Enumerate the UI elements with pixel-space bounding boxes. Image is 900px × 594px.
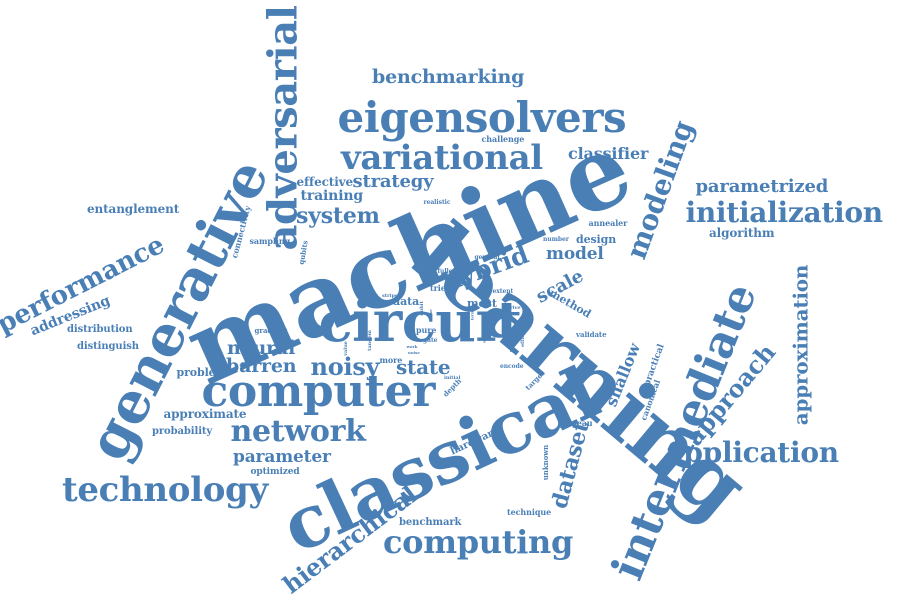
word-variational: variational xyxy=(341,138,543,178)
word-tandem: tandem xyxy=(366,329,373,351)
word-noisy: noisy xyxy=(310,352,380,381)
word-unknown: unknown xyxy=(540,444,550,480)
word-initial: initial xyxy=(444,374,461,381)
word-use: use xyxy=(427,309,433,317)
word-computer: computer xyxy=(201,366,436,417)
word-gate: gate xyxy=(423,337,438,344)
word-number: number xyxy=(543,236,569,243)
word-challenge: challenge xyxy=(481,134,525,144)
word-work: work xyxy=(406,344,418,349)
word-eigensolvers: eigensolvers xyxy=(337,93,627,142)
word-model: model xyxy=(546,243,604,264)
word-general: general xyxy=(474,254,500,261)
word-training: training xyxy=(300,188,364,204)
word-design: design xyxy=(576,232,617,246)
word-probability: probability xyxy=(152,426,213,437)
word-problem: problem xyxy=(176,365,228,379)
word-technology: technology xyxy=(62,470,268,510)
word-extent: extent xyxy=(492,288,514,295)
word-distinguish: distinguish xyxy=(77,341,139,352)
word-effective: effective xyxy=(296,175,354,189)
word-parameter: parameter xyxy=(233,446,331,467)
word-sampling: sampling xyxy=(249,236,291,246)
word-distribution: distribution xyxy=(67,324,133,335)
word-neural: neural xyxy=(227,336,296,359)
word-validate: validate xyxy=(576,329,607,339)
word-realistic: realistic xyxy=(423,199,451,206)
word-plateau: plateau xyxy=(559,418,593,428)
word-entanglement: entanglement xyxy=(87,202,180,216)
word-computing: computing xyxy=(383,523,574,561)
word-circuit: circuit xyxy=(318,289,522,355)
word-terms: terms xyxy=(468,307,474,321)
word-strategy: strategy xyxy=(352,171,434,192)
word-algorithm: algorithm xyxy=(709,226,775,240)
word-efficient: efficient xyxy=(519,323,526,347)
word-initialization: initialization xyxy=(685,196,884,229)
word-several: several xyxy=(508,332,515,352)
word-fullest: fullest xyxy=(437,268,459,275)
word-derive: derive xyxy=(503,304,521,311)
word-optimized: optimized xyxy=(250,466,300,477)
word-benchmarking: benchmarking xyxy=(372,65,525,88)
word-qubit: qubit xyxy=(418,300,425,316)
word-application: application xyxy=(665,436,840,469)
word-system: system xyxy=(296,203,380,229)
word-value: value xyxy=(342,340,349,356)
word-barren: barren xyxy=(226,354,297,377)
word-approximate: approximate xyxy=(163,407,247,421)
word-parametrized: parametrized xyxy=(695,176,829,197)
word-state: state xyxy=(396,355,451,379)
word-native: native xyxy=(480,325,487,343)
word-encode: encode xyxy=(500,363,524,370)
word-benchmark: benchmark xyxy=(399,517,462,528)
word-stripe: stripe xyxy=(382,292,399,299)
word-pure: pure xyxy=(416,325,437,335)
word-tries: tries xyxy=(430,283,451,293)
word-data: data xyxy=(392,294,420,308)
word-more: more xyxy=(379,355,403,365)
word-noise: noise xyxy=(408,350,420,355)
word-approximation: approximation xyxy=(787,264,812,426)
word-network: network xyxy=(230,414,366,449)
word-annealer: annealer xyxy=(588,218,628,228)
word-gradient: gradient xyxy=(254,325,288,335)
word-most: most xyxy=(467,296,497,310)
word-technique: technique xyxy=(507,507,552,517)
word-classifier: classifier xyxy=(568,144,649,163)
